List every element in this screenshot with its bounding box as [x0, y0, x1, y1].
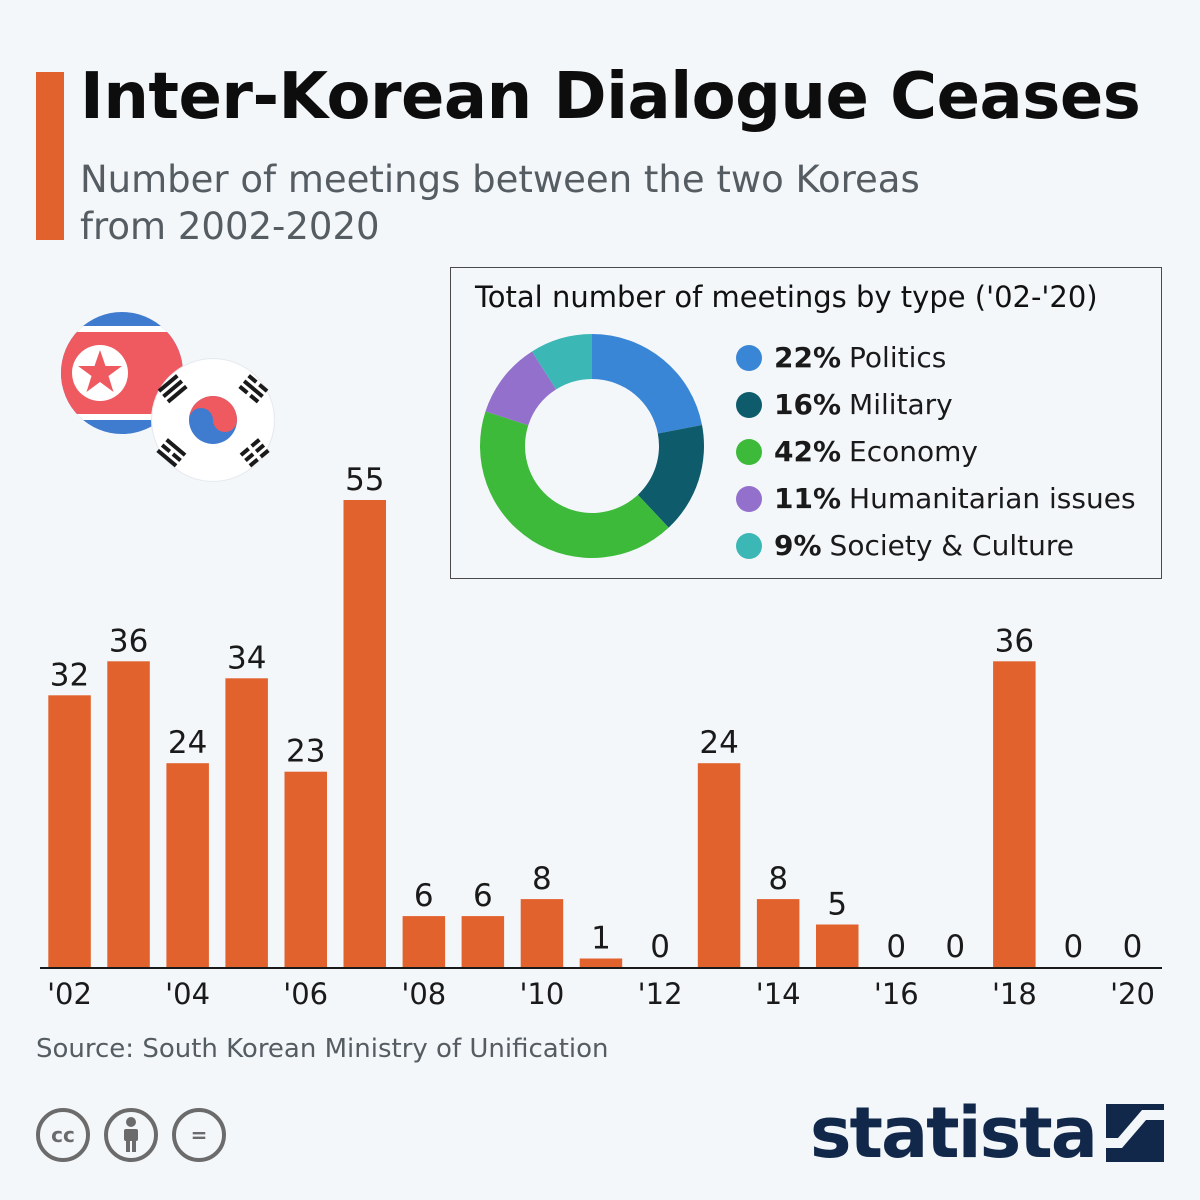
- x-tick-label-2002: '02: [47, 977, 92, 1011]
- bar-2005: [225, 678, 268, 967]
- legend-item-military: 16% Military: [736, 381, 1136, 428]
- bar-2002: [48, 695, 91, 967]
- bar-2006: [284, 771, 327, 967]
- legend-percent: 42%: [774, 435, 842, 468]
- license-icons: cc =: [36, 1108, 226, 1162]
- legend-item-economy: 42% Economy: [736, 428, 1136, 475]
- meeting-type-donut-chart: [479, 334, 705, 558]
- bar-value-label-2017: 0: [945, 929, 965, 965]
- donut-chart-title: Total number of meetings by type ('02-'2…: [475, 280, 1098, 314]
- bar-value-label-2004: 24: [168, 725, 207, 761]
- bar-value-label-2002: 32: [50, 657, 89, 693]
- donut-slice-society-culture: [531, 334, 592, 390]
- legend-item-society-culture: 9% Society & Culture: [736, 522, 1136, 569]
- bar-value-label-2012: 0: [650, 929, 670, 965]
- statista-logo-mark-icon: [1106, 1104, 1164, 1162]
- bar-value-label-2007: 55: [345, 462, 384, 498]
- bar-value-label-2003: 36: [109, 623, 148, 659]
- bar-value-label-2015: 5: [827, 887, 847, 923]
- legend-label: Military: [849, 388, 953, 421]
- bar-2007: [343, 500, 386, 967]
- subtitle-line-2: from 2002-2020: [80, 205, 380, 248]
- bar-2015: [816, 924, 859, 967]
- legend-swatch: [736, 532, 762, 559]
- bar-value-label-2013: 24: [699, 725, 738, 761]
- no-derivatives-icon[interactable]: =: [172, 1108, 226, 1162]
- bar-2014: [756, 899, 800, 967]
- donut-slice-politics: [592, 334, 703, 434]
- bar-2003: [107, 661, 150, 967]
- page-subtitle: Number of meetings between the two Korea…: [80, 156, 920, 250]
- bar-value-label-2009: 6: [473, 878, 493, 914]
- bar-2010: [520, 899, 564, 967]
- legend-percent: 9%: [774, 529, 822, 562]
- cc-icon[interactable]: cc: [36, 1108, 90, 1162]
- donut-slice-humanitarian-issues: [485, 351, 557, 426]
- bar-value-label-2020: 0: [1123, 929, 1143, 965]
- legend-label: Politics: [849, 341, 947, 374]
- subtitle-line-1: Number of meetings between the two Korea…: [80, 158, 920, 201]
- x-tick-label-2020: '20: [1110, 977, 1155, 1011]
- x-tick-label-2012: '12: [638, 977, 683, 1011]
- legend-label: Humanitarian issues: [849, 482, 1136, 515]
- legend-percent: 11%: [774, 482, 842, 515]
- bar-value-label-2005: 34: [227, 640, 266, 676]
- legend-swatch: [736, 485, 762, 512]
- title-accent-bar: [36, 72, 64, 240]
- bar-2013: [697, 763, 741, 967]
- legend-item-humanitarian-issues: 11% Humanitarian issues: [736, 475, 1136, 522]
- meeting-type-panel: Total number of meetings by type ('02-'2…: [450, 267, 1162, 579]
- legend-swatch: [736, 438, 762, 465]
- bar-value-label-2014: 8: [768, 861, 788, 897]
- bar-2009: [461, 916, 505, 967]
- bar-2008: [402, 916, 446, 967]
- bar-value-label-2010: 8: [532, 861, 552, 897]
- bar-value-label-2011: 1: [591, 921, 611, 957]
- x-tick-label-2016: '16: [874, 977, 919, 1011]
- bar-value-label-2006: 23: [286, 734, 325, 770]
- attribution-icon[interactable]: [104, 1108, 158, 1162]
- statista-logo[interactable]: statista: [810, 1098, 1164, 1168]
- x-tick-label-2004: '04: [165, 977, 210, 1011]
- bar-value-label-2018: 36: [995, 623, 1034, 659]
- legend-swatch: [736, 344, 762, 371]
- x-tick-label-2008: '08: [401, 977, 446, 1011]
- page-title: Inter-Korean Dialogue Ceases: [80, 60, 1141, 134]
- legend-item-politics: 22% Politics: [736, 334, 1136, 381]
- logo-wordmark: statista: [809, 1092, 1098, 1174]
- bar-value-label-2019: 0: [1064, 929, 1084, 965]
- source-note: Source: South Korean Ministry of Unifica…: [36, 1034, 609, 1064]
- x-tick-label-2018: '18: [992, 977, 1037, 1011]
- flags-illustration: [61, 312, 275, 482]
- donut-legend: 22% Politics 16% Military 42% Economy 11% Human…: [736, 334, 1136, 569]
- south-korea-flag-icon: [151, 358, 275, 482]
- donut-slice-economy: [479, 411, 669, 558]
- meetings-bar-chart: 32 '02 36 24 '04 34 23 '06 55 6 '08 6 8 '10 1 0 '12 24 8 '1…: [40, 462, 1162, 1011]
- bar-value-label-2008: 6: [414, 878, 434, 914]
- donut-slice-military: [637, 425, 705, 528]
- x-tick-label-2010: '10: [519, 977, 564, 1011]
- bar-2018: [993, 661, 1036, 967]
- x-tick-label-2014: '14: [756, 977, 801, 1011]
- legend-label: Economy: [849, 435, 978, 468]
- bar-2004: [166, 763, 209, 967]
- legend-percent: 16%: [774, 388, 842, 421]
- bar-2011: [579, 958, 623, 967]
- legend-label: Society & Culture: [829, 529, 1074, 562]
- legend-percent: 22%: [774, 341, 842, 374]
- legend-swatch: [736, 391, 762, 418]
- bar-value-label-2016: 0: [886, 929, 906, 965]
- x-tick-label-2006: '06: [283, 977, 328, 1011]
